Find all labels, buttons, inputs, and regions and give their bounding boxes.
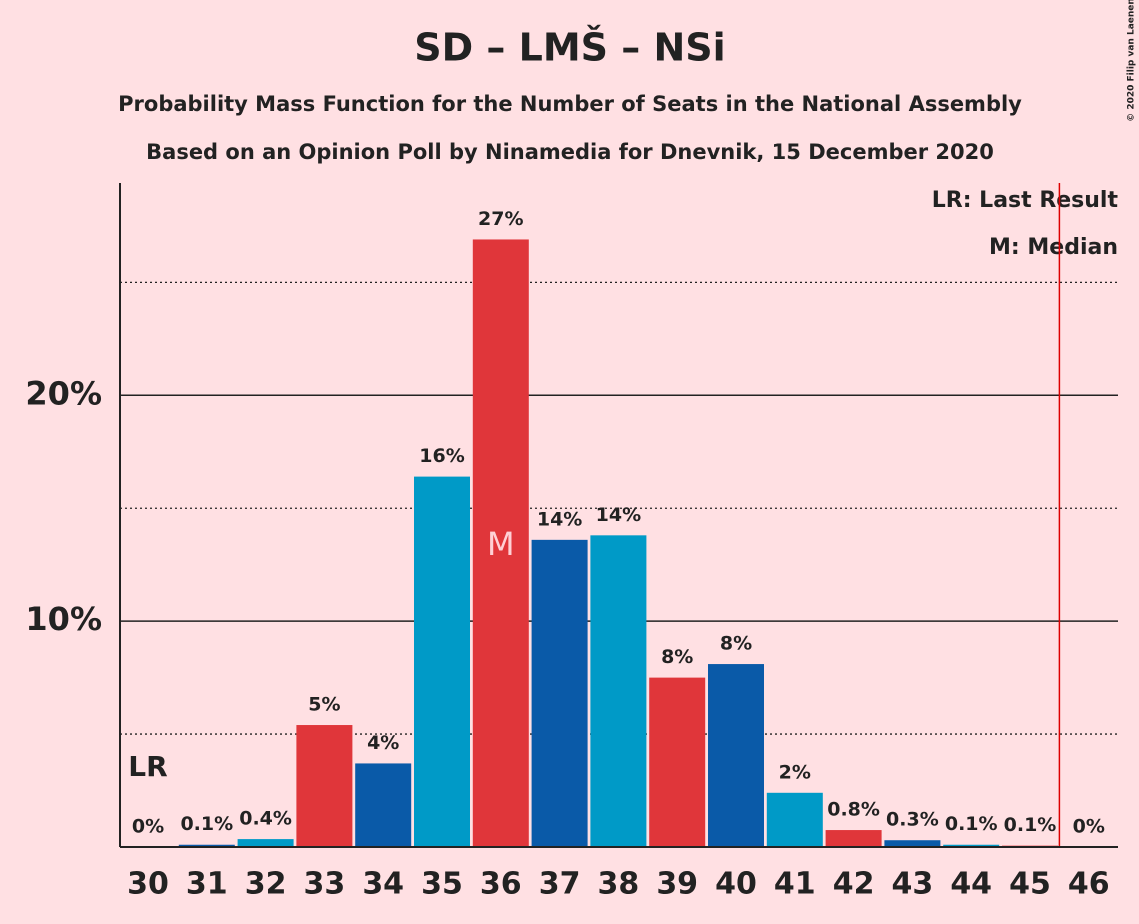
value-label: 4% <box>367 732 399 754</box>
value-label: 8% <box>661 646 693 668</box>
median-marker: M <box>487 525 515 563</box>
x-tick-label: 34 <box>362 867 404 902</box>
bar <box>355 763 412 847</box>
copyright: © 2020 Filip van Laenen <box>1127 0 1137 122</box>
bar <box>296 725 353 847</box>
value-label: 0.4% <box>239 808 292 830</box>
subtitle: Probability Mass Function for the Number… <box>118 92 1022 116</box>
bar <box>590 535 647 847</box>
last-result-marker: LR <box>128 750 167 783</box>
x-tick-label: 35 <box>421 867 463 902</box>
bar <box>531 539 588 847</box>
value-label: 5% <box>308 694 340 716</box>
y-tick-label: 20% <box>25 374 102 412</box>
bar <box>766 792 823 847</box>
x-tick-label: 39 <box>656 867 698 902</box>
x-tick-label: 44 <box>950 867 992 902</box>
x-tick-label: 42 <box>833 867 875 902</box>
legend-entry: LR: Last Result <box>932 188 1119 213</box>
legend-entry: M: Median <box>989 235 1118 260</box>
value-label: 27% <box>478 208 523 230</box>
x-tick-label: 37 <box>539 867 581 902</box>
x-tick-label: 40 <box>715 867 757 902</box>
bar <box>884 840 941 847</box>
bar <box>178 844 235 847</box>
x-tick-label: 43 <box>892 867 934 902</box>
value-label: 0.1% <box>1004 814 1057 836</box>
value-label: 2% <box>779 761 811 783</box>
bar <box>649 677 706 847</box>
value-label: 0.1% <box>180 813 233 835</box>
value-label: 0.1% <box>945 813 998 835</box>
bar <box>414 476 470 847</box>
value-label: 14% <box>596 504 641 526</box>
bar <box>237 839 294 847</box>
bar <box>472 239 529 847</box>
chart-title: SD – LMŠ – NSi <box>414 26 725 70</box>
x-tick-label: 31 <box>186 867 228 902</box>
value-label: 8% <box>720 633 752 655</box>
bar <box>708 664 764 847</box>
value-label: 0% <box>132 816 164 838</box>
value-label: 0.8% <box>827 799 880 821</box>
value-label: 0% <box>1073 816 1105 838</box>
value-label: 0.3% <box>886 809 939 831</box>
x-tick-label: 30 <box>127 867 169 902</box>
value-label: 14% <box>537 508 582 530</box>
value-label: 16% <box>419 445 464 467</box>
x-tick-label: 45 <box>1009 867 1051 902</box>
bar <box>825 830 882 847</box>
x-tick-label: 38 <box>598 867 640 902</box>
x-tick-label: 33 <box>304 867 346 902</box>
x-tick-label: 46 <box>1068 867 1110 902</box>
subtitle: Based on an Opinion Poll by Ninamedia fo… <box>146 140 994 164</box>
x-tick-label: 36 <box>480 867 522 902</box>
y-tick-label: 10% <box>25 600 102 638</box>
x-tick-label: 32 <box>245 867 287 902</box>
x-tick-label: 41 <box>774 867 816 902</box>
bar <box>943 844 1000 847</box>
